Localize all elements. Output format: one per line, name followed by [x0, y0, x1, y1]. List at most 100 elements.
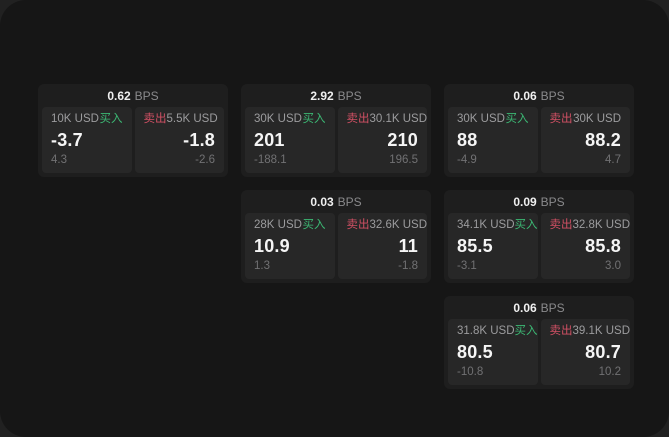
buy-panel[interactable]: 30K USD 买入 88 -4.9	[448, 107, 538, 173]
sell-panel-top: 卖出 39.1K USD	[549, 325, 631, 338]
sell-panel[interactable]: 卖出 39.1K USD 80.7 10.2	[540, 319, 631, 385]
sell-price: 85.8	[585, 235, 621, 256]
sell-panel[interactable]: 卖出 30.1K USD 210 196.5	[337, 107, 428, 173]
sell-panel-top: 卖出 30.1K USD	[346, 113, 428, 126]
buy-change: -188.1	[254, 154, 287, 167]
sell-panel[interactable]: 卖出 32.8K USD 85.8 3.0	[540, 213, 631, 279]
sell-notional-amount: 39.1K USD	[572, 325, 631, 337]
buy-side-label: 买入	[302, 113, 326, 125]
card-header: 2.92 BPS	[241, 84, 431, 107]
sell-change: 10.2	[598, 366, 621, 379]
sell-notional-amount: 5.5K USD	[166, 113, 218, 125]
sell-side-label: 卖出	[143, 113, 167, 125]
sell-notional-amount: 32.8K USD	[572, 219, 631, 231]
buy-panel[interactable]: 28K USD 买入 10.9 1.3	[245, 213, 335, 279]
sell-notional-amount: 30K USD	[573, 113, 621, 125]
buy-price: -3.7	[51, 129, 83, 150]
buy-notional-amount: 31.8K USD	[457, 325, 515, 337]
card-header: 0.62 BPS	[38, 84, 228, 107]
sell-price: 210	[387, 129, 418, 150]
buy-change: -3.1	[457, 260, 477, 273]
card-panels: 28K USD 买入 10.9 1.3 卖出 32.6K USD 11 -1.8	[241, 213, 431, 283]
bps-value: 0.09	[513, 194, 537, 209]
price-card: 0.06 BPS 31.8K USD 买入 80.5 -10.8 卖出 39.1…	[444, 296, 634, 389]
buy-side-label: 买入	[505, 113, 529, 125]
price-card: 2.92 BPS 30K USD 买入 201 -188.1 卖出 30.1K …	[241, 84, 431, 177]
bps-value: 0.06	[513, 300, 537, 315]
sell-price: 80.7	[585, 341, 621, 362]
sell-price: 11	[398, 235, 418, 256]
price-card: 0.03 BPS 28K USD 买入 10.9 1.3 卖出 32.6K US…	[241, 190, 431, 283]
sell-change: 196.5	[389, 154, 418, 167]
card-panels: 10K USD 买入 -3.7 4.3 卖出 5.5K USD -1.8 -2.…	[38, 107, 228, 177]
bps-unit-label: BPS	[337, 88, 362, 103]
sell-side-label: 卖出	[346, 219, 370, 231]
bps-unit-label: BPS	[540, 88, 565, 103]
sell-panel[interactable]: 卖出 32.6K USD 11 -1.8	[337, 213, 428, 279]
sell-side-label: 卖出	[549, 113, 573, 125]
buy-notional-amount: 30K USD	[254, 113, 302, 125]
bps-unit-label: BPS	[540, 194, 565, 209]
sell-side-label: 卖出	[346, 113, 370, 125]
sell-notional-amount: 32.6K USD	[369, 219, 428, 231]
card-panels: 30K USD 买入 88 -4.9 卖出 30K USD 88.2 4.7	[444, 107, 634, 177]
bps-value: 0.06	[513, 88, 537, 103]
bps-unit-label: BPS	[540, 300, 565, 315]
buy-change: -10.8	[457, 366, 484, 379]
buy-notional-amount: 28K USD	[254, 219, 302, 231]
buy-change: 4.3	[51, 154, 67, 167]
bps-value: 2.92	[310, 88, 334, 103]
sell-change: 4.7	[605, 154, 621, 167]
buy-price: 88	[457, 129, 478, 150]
buy-price: 80.5	[457, 341, 493, 362]
buy-panel[interactable]: 30K USD 买入 201 -188.1	[245, 107, 335, 173]
sell-panel[interactable]: 卖出 30K USD 88.2 4.7	[540, 107, 630, 173]
price-card: 0.62 BPS 10K USD 买入 -3.7 4.3 卖出 5.5K USD…	[38, 84, 228, 177]
price-card: 0.09 BPS 34.1K USD 买入 85.5 -3.1 卖出 32.8K…	[444, 190, 634, 283]
bps-unit-label: BPS	[337, 194, 362, 209]
sell-panel-top: 卖出 32.8K USD	[550, 219, 631, 232]
card-header: 0.06 BPS	[444, 84, 634, 107]
sell-panel[interactable]: 卖出 5.5K USD -1.8 -2.6	[134, 107, 224, 173]
sell-side-label: 卖出	[549, 325, 573, 337]
card-header: 0.03 BPS	[241, 190, 431, 213]
buy-panel-top: 31.8K USD 买入	[457, 325, 538, 338]
buy-panel-top: 28K USD 买入	[254, 219, 326, 232]
sell-change: -1.8	[398, 260, 418, 273]
buy-panel-top: 10K USD 买入	[51, 113, 123, 126]
bps-unit-label: BPS	[134, 88, 159, 103]
buy-side-label: 买入	[302, 219, 326, 231]
sell-change: 3.0	[605, 260, 621, 273]
buy-change: 1.3	[254, 260, 270, 273]
buy-panel-top: 30K USD 买入	[457, 113, 529, 126]
price-card: 0.06 BPS 30K USD 买入 88 -4.9 卖出 30K USD 8…	[444, 84, 634, 177]
buy-panel[interactable]: 31.8K USD 买入 80.5 -10.8	[448, 319, 538, 385]
sell-notional-amount: 30.1K USD	[369, 113, 428, 125]
card-panels: 34.1K USD 买入 85.5 -3.1 卖出 32.8K USD 85.8…	[444, 213, 634, 283]
buy-panel[interactable]: 34.1K USD 买入 85.5 -3.1	[448, 213, 538, 279]
buy-notional-amount: 30K USD	[457, 113, 505, 125]
sell-panel-top: 卖出 30K USD	[549, 113, 622, 126]
buy-side-label: 买入	[99, 113, 123, 125]
sell-panel-top: 卖出 5.5K USD	[143, 113, 218, 126]
buy-notional-amount: 10K USD	[51, 113, 99, 125]
buy-side-label: 买入	[514, 219, 538, 231]
sell-price: 88.2	[585, 129, 621, 150]
buy-notional-amount: 34.1K USD	[457, 219, 515, 231]
sell-panel-top: 卖出 32.6K USD	[346, 219, 428, 232]
buy-price: 85.5	[457, 235, 493, 256]
buy-price: 10.9	[254, 235, 290, 256]
buy-change: -4.9	[457, 154, 477, 167]
bps-value: 0.03	[310, 194, 334, 209]
buy-side-label: 买入	[514, 325, 538, 337]
buy-panel-top: 34.1K USD 买入	[457, 219, 538, 232]
buy-panel[interactable]: 10K USD 买入 -3.7 4.3	[42, 107, 132, 173]
buy-price: 201	[254, 129, 285, 150]
card-header: 0.06 BPS	[444, 296, 634, 319]
card-panels: 30K USD 买入 201 -188.1 卖出 30.1K USD 210 1…	[241, 107, 431, 177]
card-header: 0.09 BPS	[444, 190, 634, 213]
cards-grid: 0.62 BPS 10K USD 买入 -3.7 4.3 卖出 5.5K USD…	[38, 84, 634, 389]
sell-change: -2.6	[195, 154, 215, 167]
bps-value: 0.62	[107, 88, 131, 103]
